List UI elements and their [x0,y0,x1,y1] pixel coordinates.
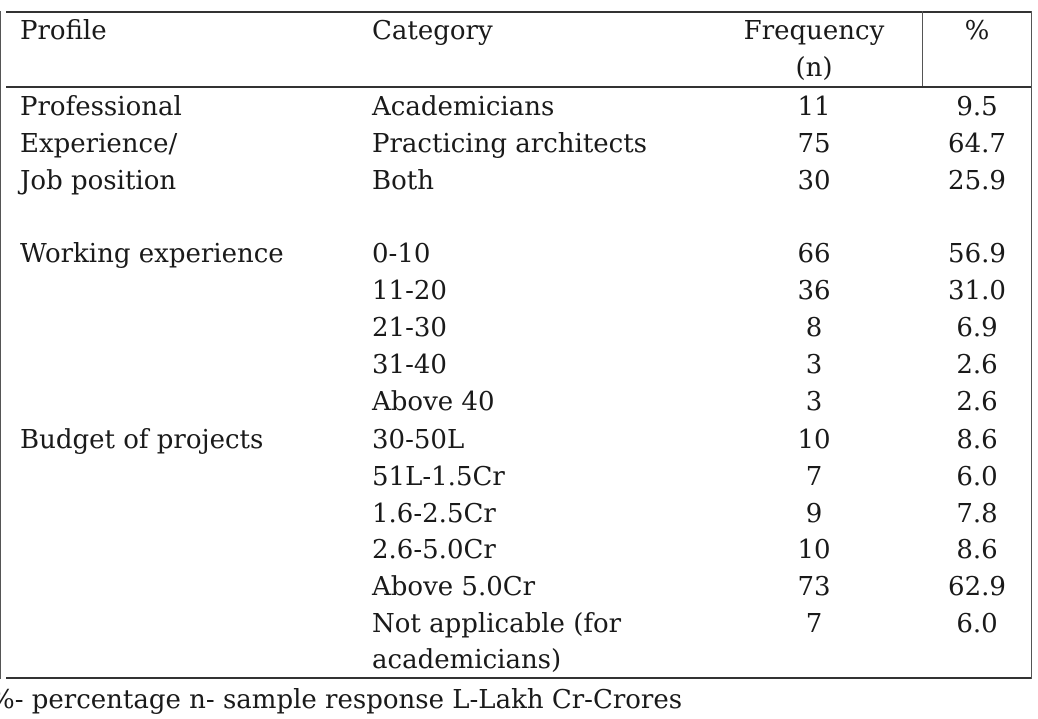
row-percent: 8.6 [956,535,998,565]
row-category: Not applicable (for [372,609,622,639]
row-frequency: 75 [797,129,831,159]
row-frequency: 7 [805,609,823,639]
table-left-border [0,11,1,679]
row-percent: 6.9 [956,313,998,343]
row-category: Academicians [372,92,555,122]
table-bottom-rule [6,677,1032,679]
profile-label: Professional [20,92,182,122]
row-category: 1.6-2.5Cr [372,499,496,529]
row-category: Practicing architects [372,129,648,159]
header-frequency: Frequency (n) [735,13,893,87]
row-frequency: 66 [797,239,831,269]
row-percent: 56.9 [948,239,1006,269]
row-category: 31-40 [372,350,447,380]
table-right-border [1031,11,1032,679]
row-category: 2.6-5.0Cr [372,535,496,565]
header-frequency-line1: Frequency [743,16,885,46]
profile-label: Job position [20,166,177,196]
row-category: Above 5.0Cr [372,572,536,602]
profile-label: Budget of projects [20,425,264,455]
row-percent: 6.0 [956,462,998,492]
row-percent: 25.9 [948,166,1006,196]
row-frequency: 11 [797,92,831,122]
row-frequency: 7 [805,462,823,492]
header-percent: % [964,16,990,46]
row-frequency: 9 [805,499,823,529]
header-frequency-line2: (n) [795,53,833,83]
row-percent: 8.6 [956,425,998,455]
row-frequency: 10 [797,535,831,565]
table-header-rule [6,86,1032,88]
row-percent: 62.9 [948,572,1006,602]
row-frequency: 3 [805,350,823,380]
row-frequency: 8 [805,313,823,343]
row-percent: 6.0 [956,609,998,639]
row-frequency: 3 [805,387,823,417]
row-percent: 2.6 [956,387,998,417]
row-category-continued: academicians) [372,645,562,675]
row-percent: 9.5 [956,92,998,122]
row-percent: 64.7 [948,129,1006,159]
row-category: 21-30 [372,313,447,343]
row-frequency: 10 [797,425,831,455]
header-column-divider [922,11,923,86]
header-category: Category [372,16,493,46]
row-frequency: 36 [797,276,831,306]
row-frequency: 30 [797,166,831,196]
row-category: 30-50L [372,425,465,455]
row-percent: 31.0 [948,276,1006,306]
row-category: 11-20 [372,276,447,306]
profile-label: Experience/ [20,129,178,159]
row-category: 51L-1.5Cr [372,462,505,492]
row-category: Both [372,166,434,196]
row-category: 0-10 [372,239,431,269]
row-percent: 2.6 [956,350,998,380]
table-top-rule [6,11,1032,13]
profile-label: Working experience [20,239,284,269]
row-frequency: 73 [797,572,831,602]
row-percent: 7.8 [956,499,998,529]
header-profile: Profile [20,16,107,46]
row-category: Above 40 [372,387,495,417]
table-footnote: %- percentage n- sample response L-Lakh … [0,685,683,715]
